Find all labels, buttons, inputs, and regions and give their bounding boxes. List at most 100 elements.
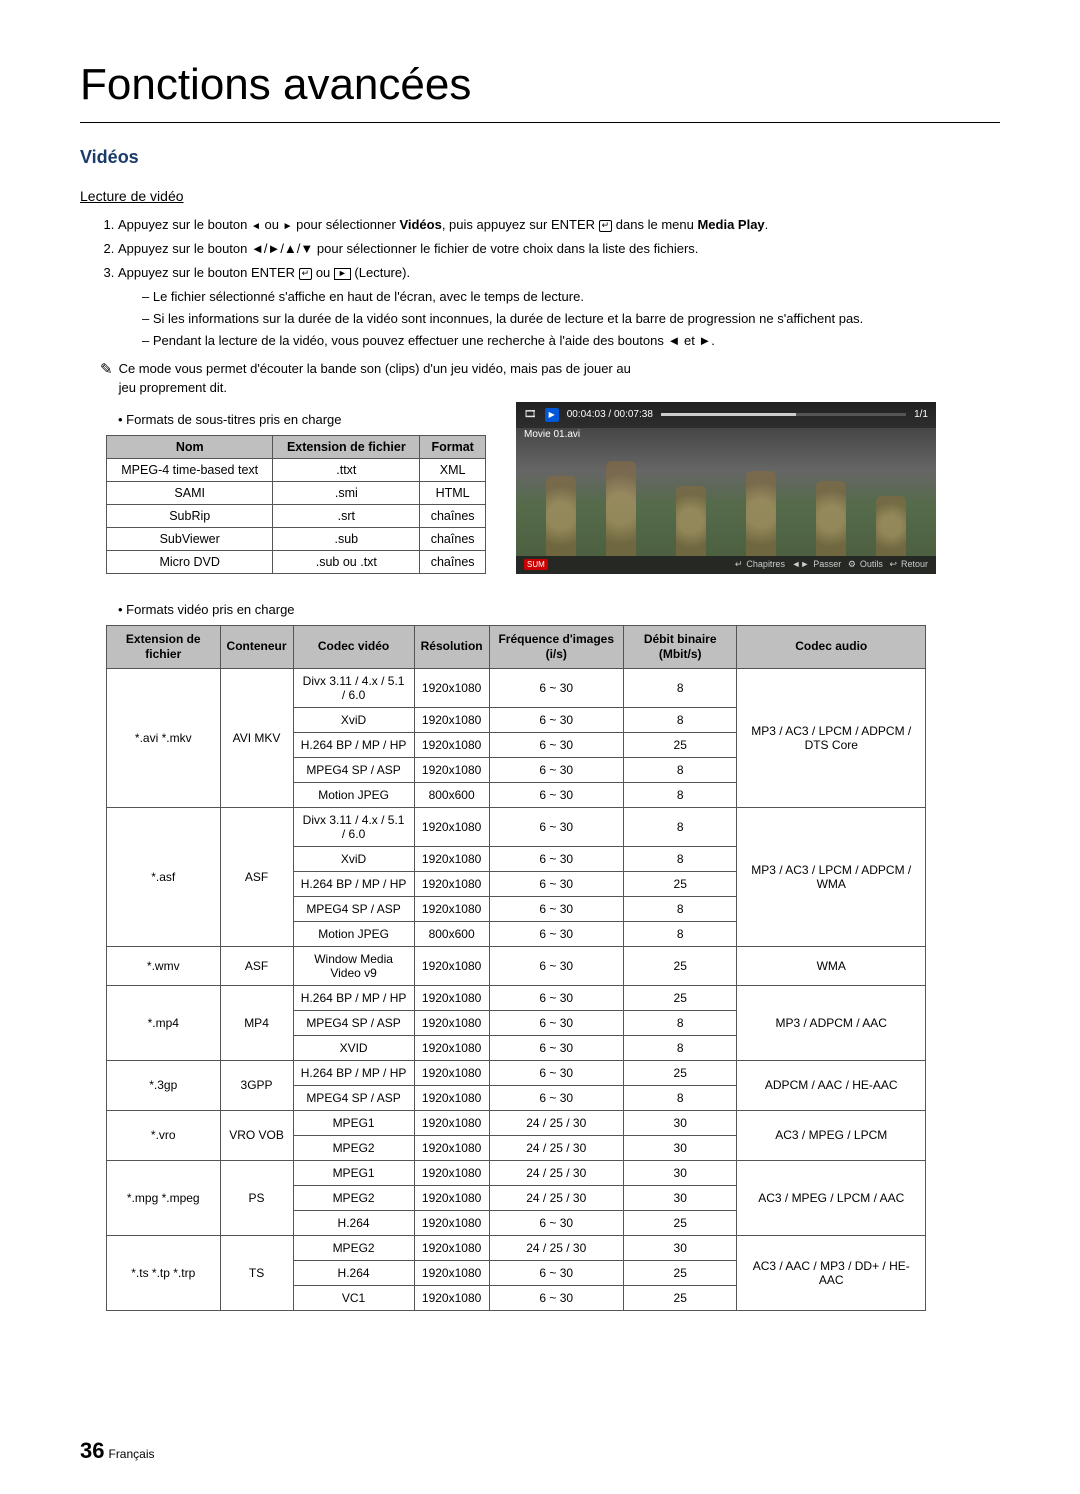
table-header: Format [420, 435, 486, 458]
table-cell: 25 [623, 946, 737, 985]
table-cell: MPEG4 SP / ASP [293, 1010, 414, 1035]
table-cell: 6 ~ 30 [489, 782, 623, 807]
table-cell: SAMI [107, 481, 273, 504]
table-cell: H.264 [293, 1210, 414, 1235]
table-row: *.asfASFDivx 3.11 / 4.x / 5.1 / 6.01920x… [107, 807, 926, 846]
table-cell: .smi [273, 481, 420, 504]
table-cell: 1920x1080 [414, 732, 489, 757]
lr-arrow-icon: ◄► [791, 559, 809, 569]
ext-cell: *.3gp [107, 1060, 221, 1110]
table-cell: MPEG4 SP / ASP [293, 757, 414, 782]
dash-item: Si les informations sur la durée de la v… [142, 308, 1000, 330]
table-cell: 8 [623, 668, 737, 707]
table-header: Codec vidéo [293, 625, 414, 668]
table-cell: 30 [623, 1185, 737, 1210]
table-row: *.ts *.tp *.trpTSMPEG21920x108024 / 25 /… [107, 1235, 926, 1260]
container-cell: ASF [220, 946, 293, 985]
table-row: SubViewer.subchaînes [107, 527, 486, 550]
table-row: *.mpg *.mpegPSMPEG11920x108024 / 25 / 30… [107, 1160, 926, 1185]
table-cell: VC1 [293, 1285, 414, 1310]
table-cell: H.264 BP / MP / HP [293, 1060, 414, 1085]
return-icon: ↩ [889, 559, 897, 569]
enter-icon: ↵ [599, 220, 613, 232]
table-cell: 30 [623, 1135, 737, 1160]
dash-list: Le fichier sélectionné s'affiche en haut… [142, 286, 1000, 352]
audio-cell: ADPCM / AAC / HE-AAC [737, 1060, 926, 1110]
table-cell: .srt [273, 504, 420, 527]
bullet-subtitles: Formats de sous-titres pris en charge [118, 412, 486, 427]
steps-list: Appuyez sur le bouton ou pour sélectionn… [118, 214, 1000, 284]
table-cell: 1920x1080 [414, 946, 489, 985]
table-cell: chaînes [420, 504, 486, 527]
table-cell: .ttxt [273, 458, 420, 481]
audio-cell: WMA [737, 946, 926, 985]
table-cell: H.264 [293, 1260, 414, 1285]
table-cell: 24 / 25 / 30 [489, 1185, 623, 1210]
table-cell: 1920x1080 [414, 846, 489, 871]
table-cell: Motion JPEG [293, 782, 414, 807]
table-cell: MPEG4 SP / ASP [293, 896, 414, 921]
page-number: 36Français [80, 1438, 155, 1464]
table-cell: XML [420, 458, 486, 481]
right-arrow-icon [283, 217, 293, 232]
table-cell: 25 [623, 732, 737, 757]
table-cell: 1920x1080 [414, 1060, 489, 1085]
page-lang: Français [108, 1447, 154, 1461]
table-cell: 1920x1080 [414, 1110, 489, 1135]
container-cell: MP4 [220, 985, 293, 1060]
container-cell: 3GPP [220, 1060, 293, 1110]
note: ✎ Ce mode vous permet d'écouter la bande… [100, 359, 1000, 398]
container-cell: VRO VOB [220, 1110, 293, 1160]
table-row: *.wmvASFWindow Media Video v91920x10806 … [107, 946, 926, 985]
text: dans le menu [612, 217, 697, 232]
preview-topbar: 🎞 ▶ 00:04:03 / 00:07:38 1/1 [516, 402, 936, 428]
table-cell: 6 ~ 30 [489, 985, 623, 1010]
preview-filename: Movie 01.avi [524, 429, 580, 440]
preview-actions: ↵Chapitres ◄►Passer ⚙Outils ↩Retour [731, 559, 928, 570]
table-cell: 25 [623, 1285, 737, 1310]
table-header: Conteneur [220, 625, 293, 668]
table-cell: XviD [293, 707, 414, 732]
table-cell: 1920x1080 [414, 807, 489, 846]
table-cell: SubRip [107, 504, 273, 527]
container-cell: PS [220, 1160, 293, 1235]
enter-icon: ↵ [299, 268, 313, 280]
table-row: SAMI.smiHTML [107, 481, 486, 504]
tools-icon: ⚙ [848, 559, 856, 569]
table-cell: 6 ~ 30 [489, 807, 623, 846]
table-cell: 6 ~ 30 [489, 757, 623, 782]
table-cell: H.264 BP / MP / HP [293, 871, 414, 896]
table-cell: chaînes [420, 527, 486, 550]
table-cell: 25 [623, 1260, 737, 1285]
table-cell: 800x600 [414, 921, 489, 946]
table-cell: XviD [293, 846, 414, 871]
text: ou [261, 217, 283, 232]
table-header: Résolution [414, 625, 489, 668]
ext-cell: *.asf [107, 807, 221, 946]
text-bold: Vidéos [399, 217, 441, 232]
table-cell: chaînes [420, 550, 486, 573]
table-cell: 24 / 25 / 30 [489, 1235, 623, 1260]
text: Appuyez sur le bouton [118, 217, 251, 232]
left-arrow-icon [251, 217, 261, 232]
table-cell: 8 [623, 1035, 737, 1060]
table-cell: 8 [623, 707, 737, 732]
table-cell: 6 ~ 30 [489, 668, 623, 707]
table-cell: 6 ~ 30 [489, 921, 623, 946]
table-row: *.mp4MP4H.264 BP / MP / HP1920x10806 ~ 3… [107, 985, 926, 1010]
table-row: Micro DVD.sub ou .txtchaînes [107, 550, 486, 573]
reel-icon: 🎞 [524, 409, 537, 420]
table-cell: 24 / 25 / 30 [489, 1160, 623, 1185]
table-cell: MPEG2 [293, 1135, 414, 1160]
table-cell: Micro DVD [107, 550, 273, 573]
table-cell: .sub [273, 527, 420, 550]
table-cell: 800x600 [414, 782, 489, 807]
section-heading: Vidéos [80, 147, 1000, 168]
table-cell: XVID [293, 1035, 414, 1060]
ext-cell: *.wmv [107, 946, 221, 985]
table-cell: 6 ~ 30 [489, 1260, 623, 1285]
table-header: Codec audio [737, 625, 926, 668]
audio-cell: AC3 / MPEG / LPCM [737, 1110, 926, 1160]
ext-cell: *.mp4 [107, 985, 221, 1060]
ext-cell: *.ts *.tp *.trp [107, 1235, 221, 1310]
